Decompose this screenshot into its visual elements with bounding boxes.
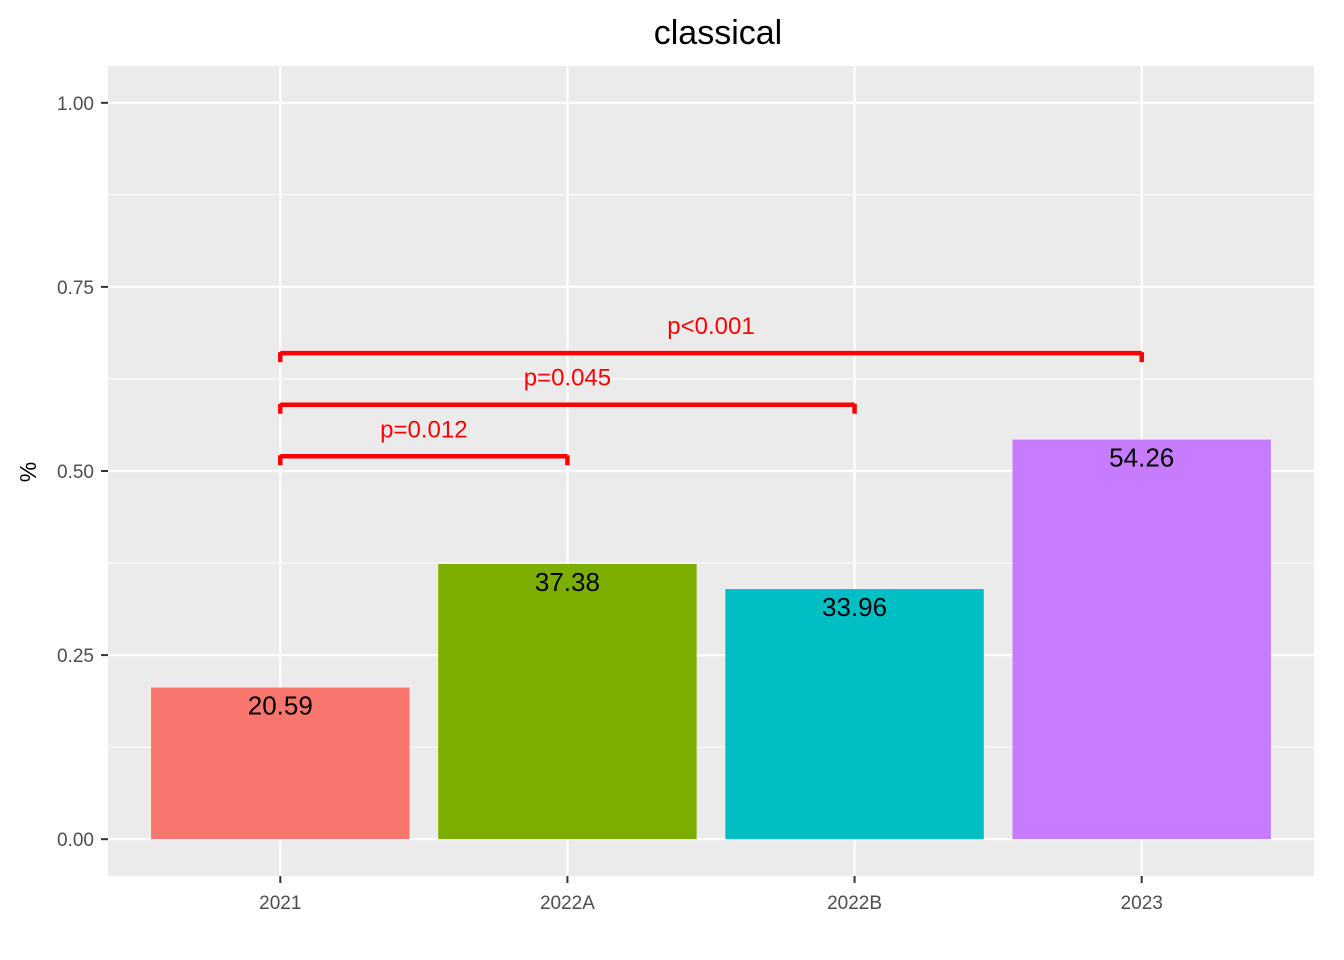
y-tick-label: 0.50 (57, 462, 94, 483)
y-tick-label: 0.25 (57, 646, 94, 667)
p-value-label-3: p<0.001 (667, 313, 754, 340)
x-tick-label-2022B: 2022B (827, 893, 882, 914)
data-label-2021: 20.59 (248, 691, 313, 721)
y-tick-label: 0.75 (57, 278, 94, 299)
y-tick-label: 0.00 (57, 830, 94, 851)
x-tick-label-2021: 2021 (259, 893, 301, 914)
bar-2023 (1012, 439, 1271, 840)
p-value-label-2: p=0.045 (524, 365, 611, 392)
bars (151, 439, 1271, 840)
p-value-label-1: p=0.012 (380, 416, 467, 443)
data-label-2022A: 37.38 (535, 567, 600, 597)
bar-2021 (151, 687, 410, 840)
bar-2022B (725, 589, 984, 840)
x-axis: 2021 2022A 2022B 2023 (259, 876, 1163, 914)
bar-2022A (438, 563, 697, 840)
x-tick-label-2023: 2023 (1121, 893, 1163, 914)
x-tick-label-2022A: 2022A (540, 893, 595, 914)
data-labels: 20.59 37.38 33.96 54.26 (248, 443, 1175, 721)
data-label-2023: 54.26 (1109, 443, 1174, 473)
chart-title: classical (654, 14, 782, 52)
y-tick-label: 1.00 (57, 94, 94, 115)
significance-brackets: p=0.012 p=0.045 p<0.001 (278, 313, 1144, 466)
y-axis: 0.00 0.25 0.50 0.75 1.00 (57, 94, 108, 851)
y-axis-title: % (15, 462, 41, 482)
data-label-2022B: 33.96 (822, 592, 887, 622)
